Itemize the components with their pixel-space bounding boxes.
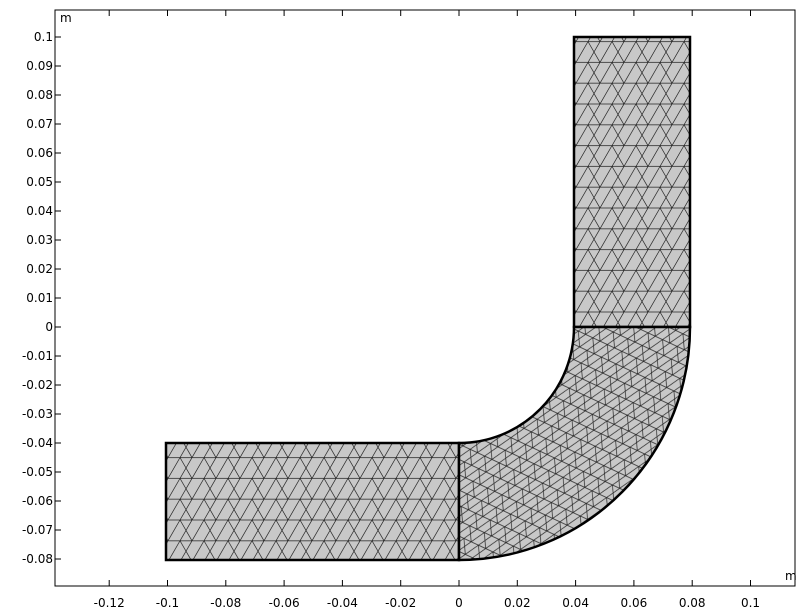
- axis-ticks: -0.12 -0.1 -0.08 -0.06 -0.04 -0.02 0 0.02 0.04 0.…: [22, 10, 760, 610]
- y-tick-label: -0.05: [22, 465, 53, 479]
- y-tick-label: -0.04: [22, 436, 53, 450]
- x-unit: m: [785, 569, 796, 583]
- inlet-domain: [164, 441, 461, 562]
- y-tick-label: 0.08: [26, 88, 53, 102]
- x-tick-label: 0: [455, 596, 463, 610]
- y-tick-label: 0.03: [26, 233, 53, 247]
- y-tick-label: 0.04: [26, 204, 53, 218]
- x-tick-label: 0.06: [621, 596, 648, 610]
- x-tick-label: -0.06: [269, 596, 300, 610]
- x-tick-label: 0.08: [679, 596, 706, 610]
- y-tick-label: -0.08: [22, 552, 53, 566]
- outlet-domain: [572, 35, 692, 329]
- y-tick-label: 0.01: [26, 291, 53, 305]
- x-tick-label: -0.02: [385, 596, 416, 610]
- y-tick-label: 0.07: [26, 117, 53, 131]
- y-tick-label: -0.01: [22, 349, 53, 363]
- y-tick-label: -0.06: [22, 494, 53, 508]
- y-tick-label: 0.09: [26, 59, 53, 73]
- y-tick-label: -0.03: [22, 407, 53, 421]
- x-tick-label: 0.02: [504, 596, 531, 610]
- x-tick-label: -0.08: [210, 596, 241, 610]
- x-tick-label: -0.04: [327, 596, 358, 610]
- x-tick-label: 0.1: [741, 596, 760, 610]
- y-tick-label: 0: [45, 320, 53, 334]
- y-unit: m: [60, 11, 72, 25]
- y-tick-label: -0.07: [22, 523, 53, 537]
- y-tick-label: 0.05: [26, 175, 53, 189]
- y-tick-label: 0.06: [26, 146, 53, 160]
- y-tick-label: 0.1: [34, 30, 53, 44]
- bend-domain: [457, 325, 692, 562]
- x-tick-label: 0.04: [562, 596, 589, 610]
- y-tick-label: 0.02: [26, 262, 53, 276]
- x-tick-label: -0.1: [156, 596, 179, 610]
- y-tick-label: -0.02: [22, 378, 53, 392]
- x-tick-label: -0.12: [94, 596, 125, 610]
